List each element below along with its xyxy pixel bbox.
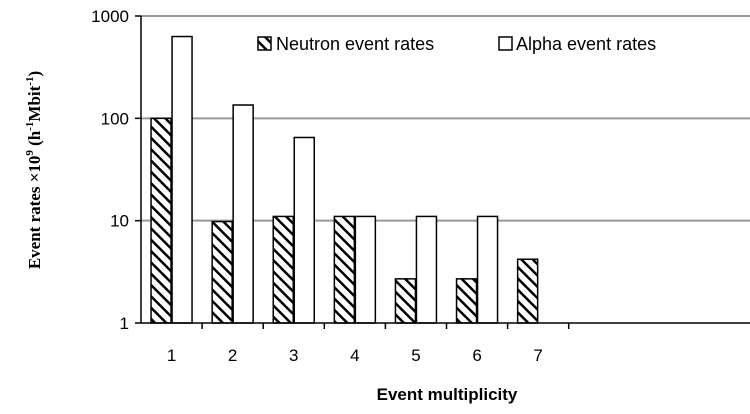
x-tick-label: 1 xyxy=(167,346,176,365)
gridlines xyxy=(141,15,750,222)
bar-alpha-6 xyxy=(476,215,499,324)
y-axis-title: Event rates ×109 (h-1Mbit-1) xyxy=(24,71,44,269)
bar-neutron-5 xyxy=(394,278,417,324)
bar-alpha-3 xyxy=(293,136,315,324)
legend: Neutron event rates Alpha event rates xyxy=(257,34,656,54)
x-axis-title: Event multiplicity xyxy=(377,385,518,404)
legend-label-neutron: Neutron event rates xyxy=(276,34,434,54)
y-tick-label: 1000 xyxy=(91,7,129,26)
x-tick-label: 2 xyxy=(228,346,237,365)
bar-neutron-4 xyxy=(333,215,356,324)
x-tick-label: 7 xyxy=(533,346,542,365)
y-tick-label: 1 xyxy=(120,314,129,333)
y-tick-labels: 1 10 100 1000 xyxy=(91,7,129,333)
x-tick-label: 3 xyxy=(289,346,298,365)
legend-swatch-neutron xyxy=(257,36,272,51)
bar-neutron-7 xyxy=(516,258,539,324)
bar-alpha-2 xyxy=(232,104,254,324)
axes xyxy=(135,15,750,329)
legend-swatch-alpha xyxy=(498,36,513,51)
y-tick-label: 10 xyxy=(110,212,129,231)
bar-neutron-1 xyxy=(150,117,172,324)
bar-alpha-1 xyxy=(171,35,193,324)
bar-neutron-2 xyxy=(211,220,233,324)
x-tick-labels: 1 2 3 4 5 6 7 xyxy=(167,346,543,365)
bars xyxy=(150,35,539,324)
bar-alpha-5 xyxy=(415,215,438,324)
bar-alpha-4 xyxy=(354,215,377,324)
x-tick-label: 5 xyxy=(411,346,420,365)
legend-label-alpha: Alpha event rates xyxy=(516,34,656,54)
x-tick-label: 4 xyxy=(350,346,359,365)
bar-neutron-3 xyxy=(272,215,294,324)
x-tick-label: 6 xyxy=(472,346,481,365)
bar-neutron-6 xyxy=(455,278,478,324)
y-tick-label: 100 xyxy=(101,109,129,128)
